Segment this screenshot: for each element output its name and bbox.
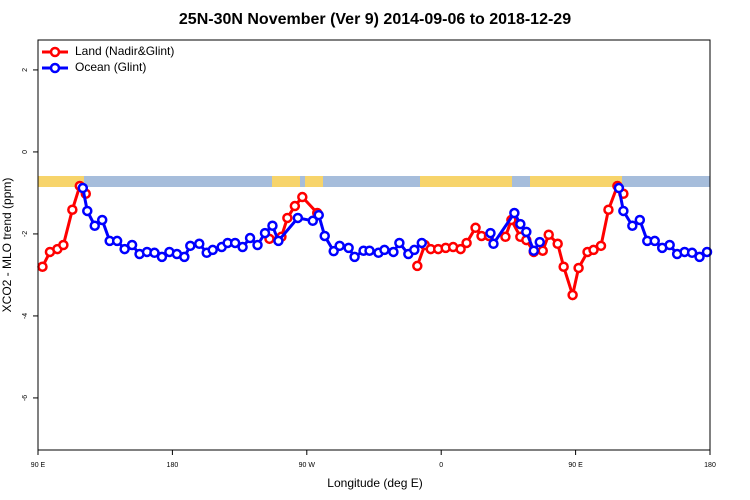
data-point bbox=[509, 207, 520, 219]
data-point bbox=[364, 245, 375, 256]
data-point bbox=[58, 239, 69, 251]
data-point bbox=[273, 235, 284, 247]
data-point bbox=[149, 247, 160, 259]
data-point bbox=[537, 245, 548, 256]
data-point bbox=[534, 236, 546, 248]
data-point bbox=[627, 220, 638, 231]
data-point bbox=[349, 251, 360, 263]
data-point bbox=[618, 205, 629, 217]
x-tick-label: 180 bbox=[167, 462, 179, 469]
data-point bbox=[194, 238, 205, 250]
data-point bbox=[313, 209, 324, 221]
y-axis-label: XCO2 - MLO trend (ppm) bbox=[0, 178, 14, 313]
data-point bbox=[567, 289, 578, 301]
land-mask-strip bbox=[38, 176, 710, 187]
data-point bbox=[500, 231, 511, 243]
y-tick-label: 2 bbox=[22, 68, 29, 72]
data-point bbox=[77, 182, 89, 194]
data-point bbox=[528, 245, 540, 256]
data-point bbox=[412, 260, 423, 272]
data-point bbox=[156, 251, 168, 263]
plot-area bbox=[37, 180, 713, 301]
data-point bbox=[179, 251, 190, 263]
data-point bbox=[379, 244, 390, 256]
data-point bbox=[461, 237, 472, 249]
data-point bbox=[237, 241, 248, 253]
data-point bbox=[207, 244, 218, 256]
data-point bbox=[289, 200, 301, 212]
plot-frame bbox=[37, 39, 711, 451]
x-axis-label: Longitude (deg E) bbox=[327, 476, 422, 490]
y-tick-label: -6 bbox=[22, 395, 29, 401]
legend-label: Land (Nadir&Glint) bbox=[75, 44, 174, 58]
data-point bbox=[89, 220, 100, 231]
data-point bbox=[319, 230, 330, 242]
data-point bbox=[267, 220, 278, 231]
data-point bbox=[488, 238, 499, 250]
data-point bbox=[515, 218, 526, 230]
data-point bbox=[588, 244, 599, 256]
data-point bbox=[416, 237, 428, 249]
data-point bbox=[664, 239, 675, 251]
x-tick-label: 90 E bbox=[31, 462, 46, 469]
data-point bbox=[185, 240, 196, 252]
data-point bbox=[409, 244, 420, 256]
legend-marker bbox=[49, 46, 61, 58]
data-point bbox=[282, 212, 293, 224]
x-tick-label: 180 bbox=[704, 462, 716, 469]
x-tick-label: 90 E bbox=[568, 462, 583, 469]
data-point bbox=[455, 243, 466, 255]
data-point bbox=[649, 235, 660, 247]
data-point bbox=[343, 242, 354, 254]
x-tick-label: 0 bbox=[439, 462, 443, 469]
data-point bbox=[96, 214, 108, 226]
data-point bbox=[244, 232, 256, 244]
data-point bbox=[229, 237, 241, 249]
y-tick-label: 0 bbox=[22, 150, 29, 154]
legend-marker bbox=[49, 62, 61, 74]
data-point bbox=[694, 251, 705, 263]
data-point bbox=[334, 240, 345, 252]
data-point bbox=[701, 246, 713, 258]
y-tick-label: -4 bbox=[22, 313, 29, 319]
data-point bbox=[126, 239, 138, 251]
data-point bbox=[259, 227, 271, 239]
data-point bbox=[558, 261, 569, 272]
data-point bbox=[111, 235, 123, 247]
data-point bbox=[37, 261, 48, 272]
data-point bbox=[394, 237, 405, 249]
y-tick-label: -2 bbox=[22, 231, 29, 237]
chart-title: 25N-30N November (Ver 9) 2014-09-06 to 2… bbox=[179, 11, 571, 28]
data-point bbox=[388, 246, 399, 258]
x-tick-label: 90 W bbox=[299, 462, 316, 469]
data-point bbox=[634, 214, 646, 226]
data-point bbox=[292, 212, 304, 224]
data-point bbox=[543, 229, 554, 240]
data-point bbox=[595, 240, 607, 252]
data-point bbox=[613, 182, 625, 194]
data-point bbox=[485, 227, 496, 239]
data-point bbox=[552, 238, 563, 250]
data-point bbox=[252, 239, 263, 251]
data-point bbox=[82, 205, 93, 217]
data-point bbox=[686, 247, 698, 259]
data-point bbox=[67, 204, 78, 215]
data-point bbox=[119, 243, 130, 255]
data-point bbox=[573, 262, 584, 274]
data-point bbox=[603, 204, 614, 215]
data-point bbox=[307, 215, 319, 227]
legend-label: Ocean (Glint) bbox=[75, 60, 146, 74]
data-point bbox=[297, 191, 308, 203]
data-point bbox=[521, 226, 532, 238]
data-point bbox=[470, 222, 481, 234]
